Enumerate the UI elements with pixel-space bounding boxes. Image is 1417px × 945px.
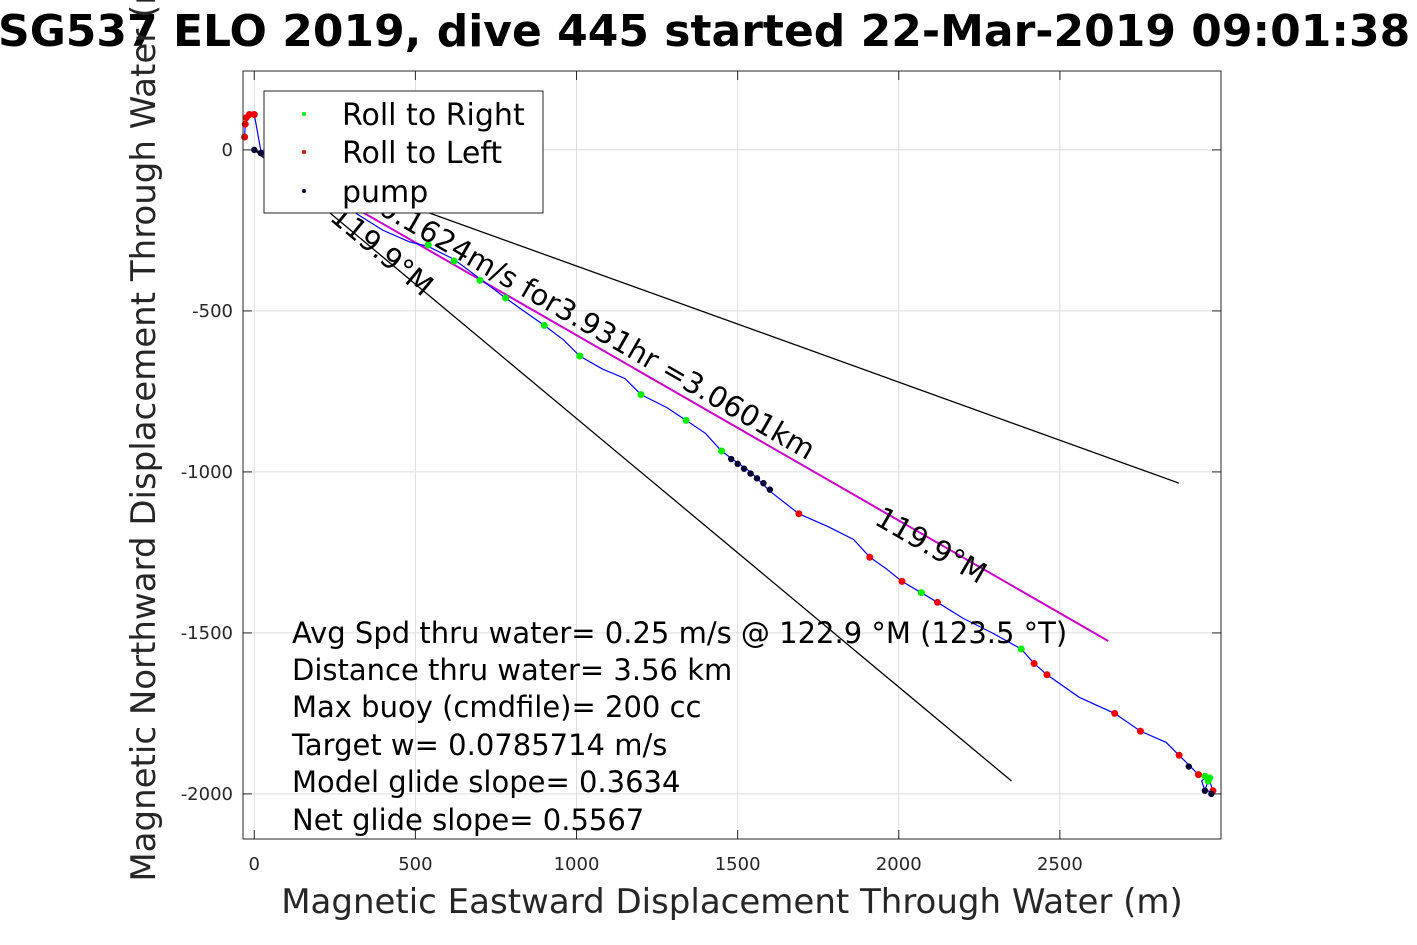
legend-marker-roll-left	[302, 150, 306, 154]
pump-point-8	[766, 486, 774, 493]
legend-item-pump: pump	[302, 175, 428, 210]
roll-right-point-6	[637, 391, 645, 399]
annotations: Avg Spd thru water= 0.25 m/s @ 122.9 °M …	[291, 616, 1067, 837]
roll-right-point-5	[576, 352, 584, 360]
roll-left-point-9	[1030, 660, 1038, 668]
roll-left-point-4	[250, 110, 258, 118]
roll-left-point-6	[866, 553, 874, 561]
legend-marker-pump	[302, 189, 306, 193]
legend-label-roll-left: Roll to Left	[342, 136, 502, 171]
roll-left-point-11	[1111, 709, 1119, 717]
roll-left-point-14	[1194, 771, 1202, 779]
y-tick-label-2: -1000	[181, 462, 233, 483]
x-tick-label-2: 1000	[554, 854, 600, 875]
roll-right-point-1	[450, 257, 458, 265]
x-tick-label-4: 2000	[876, 854, 922, 875]
roll-left-point-1	[241, 120, 249, 128]
pump-point-4	[740, 465, 748, 472]
roll-right-point-2	[476, 276, 484, 284]
chart-title: SG537 ELO 2019, dive 445 started 22-Mar-…	[0, 6, 1410, 57]
annotation-distance: Distance thru water= 3.56 km	[292, 653, 732, 687]
pump-point-9	[1185, 763, 1192, 770]
ticks: 0 500 1000 1500 2000 2500 0 -500 -1000 -1500 -2000	[181, 71, 1221, 875]
pump-point-1	[257, 149, 264, 157]
roll-right-point-9	[917, 589, 925, 597]
pump-point-7	[760, 479, 767, 487]
roll-left-point-8	[933, 598, 941, 606]
roll-left-point-10	[1043, 671, 1051, 679]
roll-left-point-0	[241, 133, 249, 141]
legend-label-pump: pump	[342, 175, 428, 210]
pump-point-2	[727, 455, 735, 463]
roll-right-point-13	[1206, 774, 1214, 782]
x-tick-label-0: 0	[249, 854, 260, 875]
pump-point-11	[1208, 790, 1215, 798]
x-tick-label-1: 500	[398, 854, 432, 875]
roll-left-point-7	[898, 577, 906, 585]
annotation-net-glide-slope: Net glide slope= 0.5567	[292, 803, 644, 837]
roll-right-point-10	[1017, 645, 1025, 653]
roll-right-point-0	[424, 241, 432, 249]
grid	[243, 71, 1221, 839]
annotation-avg-speed: Avg Spd thru water= 0.25 m/s @ 122.9 °M …	[292, 616, 1067, 650]
roll-right-point-7	[682, 416, 690, 424]
pump-point-6	[753, 475, 761, 482]
roll-left-point-3	[245, 110, 253, 118]
annotation-target-w: Target w= 0.0785714 m/s	[291, 728, 667, 762]
legend: Roll to Right Roll to Left pump	[263, 90, 544, 214]
roll-right-point-4	[540, 321, 548, 329]
reference-line-avg_course	[253, 149, 1109, 642]
x-tick-label-3: 1500	[715, 854, 761, 875]
legend-box	[263, 90, 544, 214]
annotation-model-glide-slope: Model glide slope= 0.3634	[292, 765, 680, 799]
legend-item-roll-left: Roll to Left	[302, 136, 502, 171]
pump-point-5	[747, 470, 754, 477]
legend-item-roll-right: Roll to Right	[302, 98, 525, 133]
y-tick-label-1: -500	[192, 301, 233, 322]
x-tick-label-5: 2500	[1037, 854, 1083, 875]
markers	[241, 110, 1217, 798]
x-axis-label: Magnetic Eastward Displacement Through W…	[281, 882, 1183, 922]
roll-left-point-5	[795, 510, 803, 518]
plot-frame	[242, 70, 1222, 840]
legend-marker-roll-right	[302, 112, 306, 116]
roll-right-point-3	[502, 294, 510, 302]
pump-point-10	[1201, 787, 1209, 794]
reference-line-bound_lower	[253, 149, 1012, 782]
roll-right-point-8	[718, 447, 726, 455]
roll-left-point-12	[1136, 727, 1144, 735]
y-tick-label-4: -2000	[181, 784, 233, 805]
pump-point-3	[734, 460, 741, 468]
y-tick-label-3: -1500	[181, 623, 233, 644]
pump-point-0	[251, 146, 258, 154]
y-axis-label: Magnetic Northward Displacement Through …	[124, 0, 164, 882]
legend-label-roll-right: Roll to Right	[342, 98, 525, 133]
annotation-max-buoy: Max buoy (cmdfile)= 200 cc	[292, 690, 701, 724]
y-tick-label-0: 0	[222, 140, 233, 161]
roll-left-point-13	[1175, 751, 1183, 759]
